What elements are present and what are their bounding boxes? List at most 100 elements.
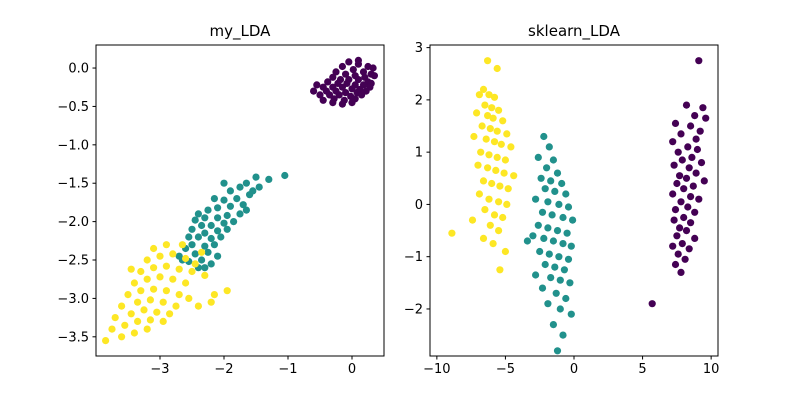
scatter-point — [354, 56, 362, 64]
scatter-point — [484, 112, 492, 120]
scatter-point — [486, 125, 494, 133]
scatter-point — [210, 195, 218, 203]
scatter-point — [369, 64, 377, 72]
scatter-point — [549, 156, 558, 164]
scatter-point — [691, 208, 699, 216]
y-axis-ticks: −2 −1 0 1 2 3 — [404, 41, 430, 317]
scatter-point — [475, 190, 483, 198]
scatter-point — [669, 190, 677, 198]
axes-spines — [429, 44, 719, 357]
scatter-point — [252, 173, 260, 181]
scatter-point — [677, 130, 685, 138]
scatter-point — [564, 255, 573, 263]
scatter-point — [188, 241, 196, 249]
scatter-point — [687, 193, 695, 201]
scatter-point — [697, 159, 706, 167]
scatter-point — [540, 132, 548, 141]
scatter-point — [140, 306, 148, 314]
scatter-point — [566, 279, 574, 287]
scatter-point — [239, 201, 247, 209]
scatter-point — [534, 221, 542, 229]
scatter-point — [496, 182, 504, 190]
scatter-point — [501, 247, 509, 256]
scatter-point — [118, 333, 126, 341]
scatter-point — [143, 325, 151, 333]
scatter-point — [332, 68, 340, 76]
scatter-point — [156, 273, 164, 281]
scatter-point — [492, 166, 500, 174]
scatter-point — [682, 174, 691, 182]
scatter-point — [201, 242, 209, 250]
scatter-point — [691, 112, 699, 120]
scatter-point — [182, 254, 190, 263]
scatter-point — [532, 271, 540, 279]
subplot-0: −3 −2 −1 0 0.0 −0.5 −1.0 −1.5 −2.0 −2.5 −3.0 −3.5 — [57, 44, 385, 377]
scatter-point — [490, 138, 499, 146]
scatter-point — [226, 187, 234, 195]
scatter-point — [549, 237, 558, 245]
scatter-point — [159, 298, 167, 306]
scatter-point — [191, 216, 199, 224]
scatter-point — [121, 321, 129, 329]
series-class-0-purple — [648, 57, 710, 308]
scatter-point — [475, 91, 483, 99]
scatter-point — [493, 127, 501, 135]
scatter-point — [488, 104, 496, 112]
scatter-point — [198, 248, 206, 256]
y-tick-label: −2.0 — [57, 215, 89, 230]
scatter-point — [696, 127, 704, 135]
scatter-point — [226, 202, 234, 210]
scatter-point — [486, 221, 494, 229]
scatter-point — [143, 256, 151, 264]
y-tick-label: 0 — [415, 198, 423, 213]
scatter-point — [699, 104, 707, 112]
scatter-point — [481, 206, 489, 214]
scatter-point — [319, 96, 327, 104]
scatter-point — [673, 232, 681, 240]
scatter-point — [490, 93, 499, 101]
scatter-point — [493, 153, 501, 161]
scatter-point — [495, 198, 503, 206]
scatter-point — [111, 314, 119, 322]
scatter-point — [677, 198, 685, 206]
scatter-point — [689, 182, 697, 190]
x-tick-label: −1 — [278, 362, 297, 377]
scatter-point — [553, 169, 562, 177]
y-tick-label: −2.5 — [57, 254, 89, 269]
scatter-point — [499, 213, 507, 222]
scatter-point — [534, 153, 542, 161]
scatter-point — [551, 187, 559, 195]
scatter-point — [474, 161, 482, 169]
scatter-point — [281, 171, 289, 180]
scatter-point — [242, 206, 250, 214]
y-axis-ticks: 0.0 −0.5 −1.0 −1.5 −2.0 −2.5 −3.0 −3.5 — [57, 62, 96, 345]
scatter-point — [153, 308, 161, 316]
scatter-point — [545, 250, 553, 258]
scatter-point — [130, 279, 138, 287]
scatter-point — [540, 234, 548, 242]
scatter-point — [169, 275, 177, 283]
scatter-point — [692, 169, 700, 177]
scatter-point — [108, 325, 116, 333]
scatter-point — [564, 203, 573, 211]
scatter-point — [207, 221, 215, 230]
scatter-point — [559, 331, 567, 339]
scatter-point — [201, 214, 209, 222]
x-tick-label: 0 — [348, 362, 356, 377]
scatter-point — [479, 85, 488, 93]
scatter-point — [695, 195, 703, 203]
y-tick-label: 0.0 — [68, 62, 89, 77]
scatter-point — [236, 210, 244, 218]
scatter-point — [541, 260, 549, 269]
scatter-point — [499, 117, 507, 125]
scatter-point — [678, 156, 686, 164]
scatter-point — [214, 204, 222, 212]
scatter-point — [342, 89, 350, 97]
scatter-point — [329, 73, 337, 81]
scatter-point — [547, 177, 555, 185]
scatter-point — [175, 291, 183, 299]
scatter-point — [468, 216, 477, 224]
scatter-point — [134, 317, 142, 325]
